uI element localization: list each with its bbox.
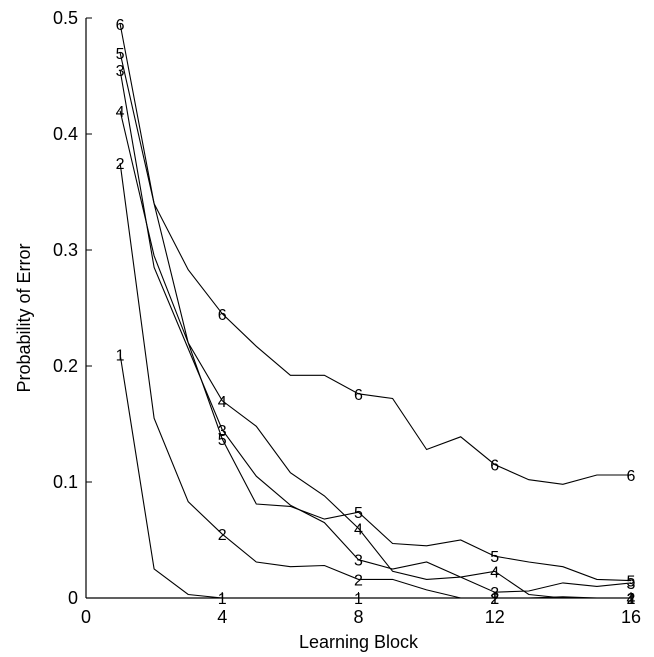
series-lines: [119, 23, 632, 599]
series-label-6: 6: [116, 17, 125, 34]
series-label-1: 1: [490, 591, 499, 608]
y-tick-label: 0: [68, 588, 78, 608]
x-tick-label: 0: [81, 607, 91, 627]
y-tick-label: 0.5: [53, 8, 78, 28]
series-line-1: [119, 354, 631, 599]
series-line-6: [119, 23, 631, 485]
series-label-2: 2: [354, 572, 363, 589]
series-label-2: 2: [627, 591, 636, 608]
series-label-3: 3: [490, 585, 499, 602]
series-label-6: 6: [354, 387, 363, 404]
series-label-5: 5: [218, 432, 227, 449]
series-label-2: 2: [116, 156, 125, 173]
series-line-2: [119, 162, 631, 599]
series-label-5: 5: [627, 574, 636, 591]
series-label-1: 1: [627, 591, 636, 608]
series-label-4: 4: [354, 521, 363, 538]
y-tick-label: 0.2: [53, 356, 78, 376]
series-label-4: 4: [218, 394, 227, 411]
series-label-6: 6: [490, 458, 499, 475]
x-tick-label: 8: [353, 607, 363, 627]
y-tick-label: 0.3: [53, 240, 78, 260]
series-label-4: 4: [490, 564, 499, 581]
series-label-3: 3: [354, 553, 363, 570]
series-label-4: 4: [116, 104, 125, 121]
series-label-5: 5: [354, 505, 363, 522]
x-tick-label: 12: [485, 607, 505, 627]
y-axis-ticks: 0 0.1 0.2 0.3 0.4 0.5: [53, 8, 92, 608]
x-tick-label: 16: [621, 607, 641, 627]
series-label-4: 4: [627, 591, 636, 608]
y-axis-title: Probability of Error: [14, 243, 34, 392]
series-line-4: [119, 110, 631, 599]
series-label-1: 1: [218, 591, 227, 608]
series-label-2: 2: [218, 527, 227, 544]
series-label-1: 1: [354, 591, 363, 608]
x-axis-title: Learning Block: [299, 632, 419, 652]
series-line-3: [119, 70, 632, 593]
series-label-5: 5: [490, 549, 499, 566]
y-tick-label: 0.1: [53, 472, 78, 492]
series-label-3: 3: [627, 576, 636, 593]
series-label-3: 3: [116, 63, 125, 80]
series-label-5: 5: [116, 46, 125, 63]
x-axis-ticks: 0 4 8 12 16: [81, 592, 641, 627]
series-label-3: 3: [218, 423, 227, 440]
x-tick-label: 4: [217, 607, 227, 627]
series-label-1: 1: [116, 347, 125, 364]
series-label-2: 2: [490, 591, 499, 608]
series-line-5: [119, 52, 632, 582]
series-label-6: 6: [218, 307, 227, 324]
series-label-6: 6: [627, 468, 636, 485]
y-tick-label: 0.4: [53, 124, 78, 144]
